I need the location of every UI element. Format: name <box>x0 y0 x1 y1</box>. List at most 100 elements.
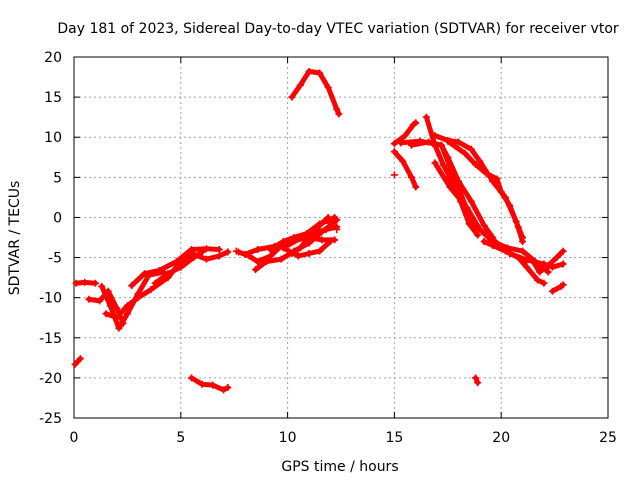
data-point <box>397 139 405 147</box>
data-point <box>333 225 341 233</box>
data-point <box>224 248 232 256</box>
data-point <box>96 297 104 305</box>
data-point <box>480 238 488 246</box>
y-tick-label: 15 <box>44 90 62 106</box>
x-tick-label: 10 <box>279 430 297 446</box>
data-point <box>296 244 304 252</box>
data-point <box>202 255 210 263</box>
data-point <box>544 268 552 276</box>
data-point <box>324 213 332 221</box>
data-point <box>305 67 313 75</box>
data-point <box>412 119 420 127</box>
data-point <box>497 188 505 196</box>
series-arc-16 <box>390 119 420 148</box>
data-point <box>173 258 181 266</box>
y-axis-label: SDTVAR / TECUs <box>7 181 23 296</box>
data-point <box>390 171 398 179</box>
data-point <box>318 228 326 236</box>
data-point <box>155 266 163 274</box>
data-point <box>72 279 80 287</box>
data-point <box>123 302 131 310</box>
series-arc-7 <box>151 248 206 287</box>
series-arc-1 <box>71 355 84 368</box>
x-tick-label: 0 <box>70 430 79 446</box>
data-point <box>529 258 537 266</box>
data-point <box>296 81 304 89</box>
data-point <box>71 360 79 368</box>
series-point-2 <box>333 225 341 233</box>
data-point <box>523 256 531 264</box>
x-tick-label: 5 <box>176 430 185 446</box>
data-point <box>472 374 480 382</box>
data-point <box>187 246 195 254</box>
data-point <box>331 213 339 221</box>
data-point <box>446 173 454 181</box>
series-arc-17 <box>390 148 420 191</box>
series-point-3 <box>232 247 240 255</box>
data-point <box>412 183 420 191</box>
data-point <box>232 247 240 255</box>
data-point <box>215 252 223 260</box>
data-point <box>328 220 336 228</box>
data-point <box>422 113 430 121</box>
y-tick-label: 0 <box>53 210 62 226</box>
data-point <box>553 254 561 262</box>
data-traces <box>71 67 567 394</box>
x-tick-label: 20 <box>492 430 510 446</box>
y-tick-label: -25 <box>39 411 62 427</box>
data-point <box>401 132 409 140</box>
series-arc-28 <box>548 281 567 295</box>
data-point <box>177 263 185 271</box>
data-point <box>474 379 482 387</box>
data-point <box>519 234 527 241</box>
data-point <box>305 250 313 258</box>
data-point <box>431 141 439 149</box>
data-point <box>267 246 275 254</box>
data-point <box>164 270 172 278</box>
data-point <box>198 248 206 256</box>
data-point <box>480 221 488 229</box>
data-point <box>493 175 501 183</box>
data-point <box>254 258 262 266</box>
data-point <box>303 229 311 237</box>
data-point <box>467 145 475 153</box>
plot-frame <box>73 56 609 419</box>
data-point <box>514 223 522 231</box>
data-point <box>536 268 544 276</box>
data-point <box>487 234 495 241</box>
data-point <box>324 83 332 91</box>
data-point <box>474 231 482 239</box>
data-point <box>454 138 462 146</box>
data-point <box>446 183 454 191</box>
y-tick-labels: -25 -20 -15 -10 -5 0 5 10 15 20 <box>39 50 62 427</box>
data-point <box>318 236 326 244</box>
data-point <box>440 161 448 169</box>
data-point <box>399 157 407 165</box>
data-point <box>333 105 341 113</box>
data-point <box>106 302 114 310</box>
data-point <box>431 132 439 140</box>
y-tick-label: 10 <box>44 130 62 146</box>
data-point <box>224 384 232 392</box>
y-tick-label: 20 <box>44 50 62 66</box>
data-point <box>113 314 121 322</box>
series-arc-8 <box>187 374 232 394</box>
data-point <box>476 157 484 165</box>
data-point <box>288 93 296 101</box>
data-point <box>407 173 415 181</box>
data-point <box>534 276 542 284</box>
data-point <box>472 160 480 168</box>
data-point <box>482 169 490 177</box>
data-point <box>252 266 260 274</box>
data-point <box>134 294 142 302</box>
data-point <box>279 238 287 246</box>
data-point <box>91 279 99 287</box>
x-axis-label: GPS time / hours <box>281 459 398 475</box>
data-point <box>267 252 275 260</box>
data-point <box>506 201 514 209</box>
data-point <box>465 220 473 228</box>
data-point <box>444 137 452 145</box>
series-arc-26 <box>529 247 567 276</box>
chart-title: Day 181 of 2023, Sidereal Day-to-day VTE… <box>57 21 619 37</box>
